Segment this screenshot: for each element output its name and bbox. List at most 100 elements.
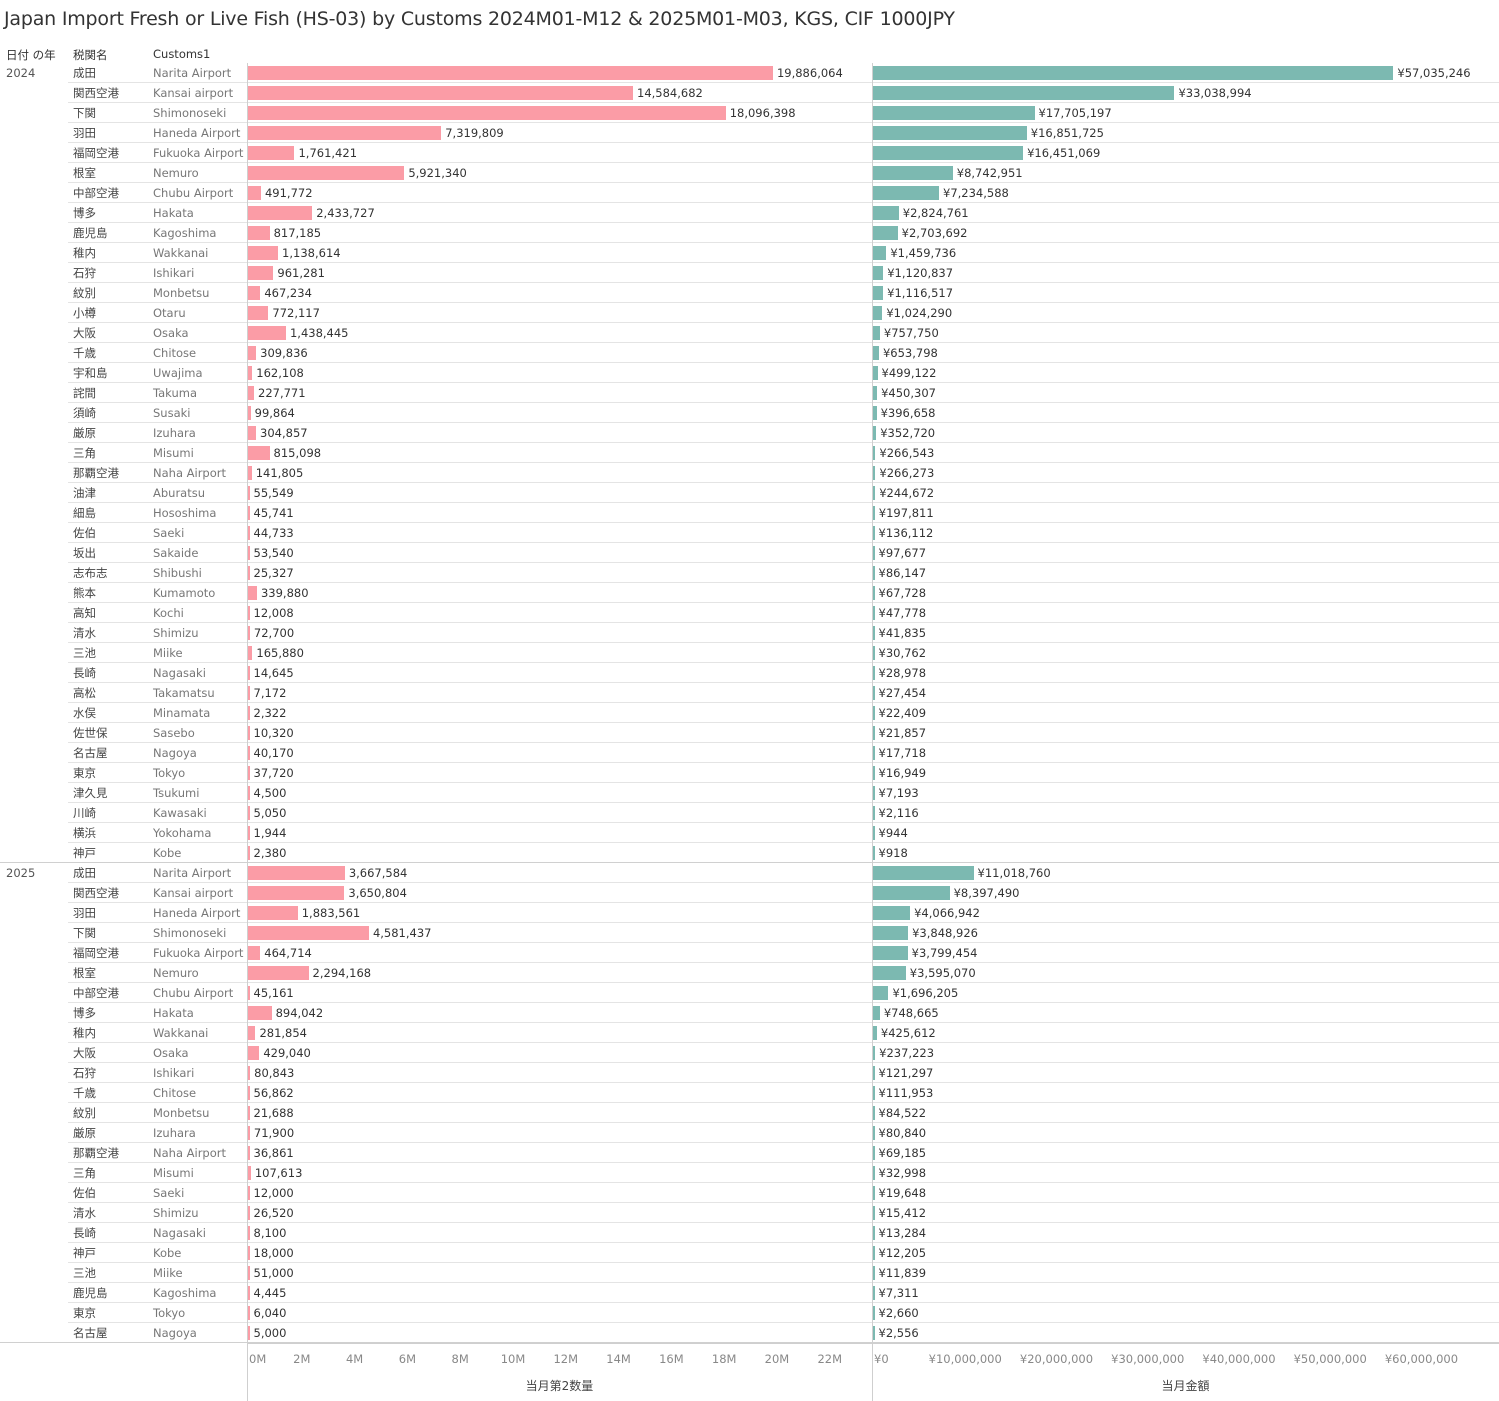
customs-name-jp: 詫間 <box>73 386 96 400</box>
quantity-data-label: 8,100 <box>253 1226 287 1240</box>
quantity-data-label: 429,040 <box>263 1046 311 1060</box>
table-row: 長崎 Nagasaki 8,100 ¥13,284 <box>0 1223 1499 1243</box>
customs-name-en: Wakkanai <box>153 246 209 260</box>
value-bar <box>873 626 875 640</box>
quantity-bar <box>248 866 345 880</box>
row-separator <box>68 262 1499 263</box>
table-row: 鹿児島 Kagoshima 817,185 ¥2,703,692 <box>0 223 1499 243</box>
row-separator <box>0 862 1499 863</box>
row-separator <box>68 882 1499 883</box>
value-data-label: ¥69,185 <box>878 1146 927 1160</box>
customs-name-en: Narita Airport <box>153 66 232 80</box>
customs-name-en: Osaka <box>153 326 189 340</box>
value-data-label: ¥11,018,760 <box>977 866 1051 880</box>
customs-name-en: Kagoshima <box>153 226 217 240</box>
quantity-data-label: 4,581,437 <box>372 926 432 940</box>
customs-name-jp: 関西空港 <box>73 86 119 100</box>
customs-name-en: Izuhara <box>153 1126 196 1140</box>
axis-tick-label: 22M <box>817 1352 843 1366</box>
customs-name-en: Miike <box>153 1266 183 1280</box>
value-data-label: ¥1,696,205 <box>892 986 959 1000</box>
quantity-bar <box>248 646 253 660</box>
quantity-data-label: 53,540 <box>253 546 294 560</box>
axis-tick-label: ¥50,000,000 <box>1293 1352 1367 1366</box>
quantity-bar <box>248 1186 250 1200</box>
quantity-data-label: 14,645 <box>253 666 294 680</box>
value-bar <box>873 206 899 220</box>
table-row: 石狩 Ishikari 961,281 ¥1,120,837 <box>0 263 1499 283</box>
axis-tick-label: ¥0 <box>874 1352 889 1366</box>
value-bar <box>873 866 974 880</box>
row-separator <box>68 1022 1499 1023</box>
quantity-bar <box>248 1226 250 1240</box>
customs-name-jp: 中部空港 <box>73 186 119 200</box>
row-separator <box>68 1282 1499 1283</box>
value-bar <box>873 226 898 240</box>
quantity-data-label: 45,741 <box>253 506 294 520</box>
customs-name-en: Fukuoka Airport <box>153 146 244 160</box>
value-bar <box>873 706 875 720</box>
value-bar <box>873 386 878 400</box>
customs-name-en: Shimonoseki <box>153 106 227 120</box>
table-row: 神戸 Kobe 18,000 ¥12,205 <box>0 1243 1499 1263</box>
value-bar <box>873 126 1027 140</box>
quantity-data-label: 491,772 <box>264 186 313 200</box>
customs-name-en: Kansai airport <box>153 886 234 900</box>
row-separator <box>68 382 1499 383</box>
value-data-label: ¥19,648 <box>878 1186 927 1200</box>
customs-name-en: Kobe <box>153 846 182 860</box>
quantity-data-label: 40,170 <box>253 746 294 760</box>
customs-name-jp: 細島 <box>73 506 96 520</box>
value-data-label: ¥33,038,994 <box>1178 86 1252 100</box>
customs-name-jp: 那覇空港 <box>73 466 119 480</box>
customs-name-en: Kochi <box>153 606 184 620</box>
table-row: 清水 Shimizu 72,700 ¥41,835 <box>0 623 1499 643</box>
customs-name-en: Chubu Airport <box>153 186 234 200</box>
customs-name-jp: 佐世保 <box>73 726 108 740</box>
customs-name-jp: 横浜 <box>73 826 96 840</box>
customs-name-en: Susaki <box>153 406 191 420</box>
table-row: 福岡空港 Fukuoka Airport 1,761,421 ¥16,451,069 <box>0 143 1499 163</box>
customs-name-en: Osaka <box>153 1046 189 1060</box>
row-separator <box>68 122 1499 123</box>
customs-name-jp: 清水 <box>73 1206 96 1220</box>
value-axis-line <box>872 63 873 1401</box>
quantity-data-label: 5,050 <box>253 806 287 820</box>
table-row: 三角 Misumi 107,613 ¥32,998 <box>0 1163 1499 1183</box>
table-row: 坂出 Sakaide 53,540 ¥97,677 <box>0 543 1499 563</box>
table-row: 佐伯 Saeki 44,733 ¥136,112 <box>0 523 1499 543</box>
quantity-bar <box>248 486 250 500</box>
value-data-label: ¥1,459,736 <box>890 246 957 260</box>
quantity-data-label: 464,714 <box>264 946 312 960</box>
customs-name-en: Minamata <box>153 706 211 720</box>
axis-tick-label: 10M <box>500 1352 526 1366</box>
customs-name-en: Wakkanai <box>153 1026 209 1040</box>
header-customs-en: Customs1 <box>153 47 211 61</box>
quantity-data-label: 10,320 <box>253 726 294 740</box>
customs-name-jp: 千歳 <box>73 1086 96 1100</box>
value-data-label: ¥3,848,926 <box>912 926 978 940</box>
quantity-bar <box>248 446 270 460</box>
quantity-bar <box>248 1006 272 1020</box>
quantity-data-label: 894,042 <box>275 1006 324 1020</box>
quantity-data-label: 71,900 <box>253 1126 295 1140</box>
value-bar <box>873 546 875 560</box>
quantity-data-label: 3,650,804 <box>348 886 407 900</box>
axis-tick-label: 14M <box>606 1352 631 1366</box>
value-bar <box>873 586 875 600</box>
table-row: 東京 Tokyo 37,720 ¥16,949 <box>0 763 1499 783</box>
quantity-data-label: 1,883,561 <box>301 906 361 920</box>
customs-name-jp: 東京 <box>73 766 96 780</box>
row-separator <box>68 402 1499 403</box>
value-data-label: ¥15,412 <box>878 1206 927 1220</box>
customs-name-jp: 熊本 <box>73 586 96 600</box>
row-separator <box>68 842 1499 843</box>
table-row: 高松 Takamatsu 7,172 ¥27,454 <box>0 683 1499 703</box>
quantity-data-label: 18,000 <box>253 1246 294 1260</box>
value-data-label: ¥8,397,490 <box>953 886 1020 900</box>
quantity-data-label: 1,438,445 <box>289 326 349 340</box>
quantity-bar <box>248 566 250 580</box>
value-bar <box>873 1306 875 1320</box>
row-separator <box>68 1142 1499 1143</box>
value-data-label: ¥121,297 <box>878 1066 934 1080</box>
